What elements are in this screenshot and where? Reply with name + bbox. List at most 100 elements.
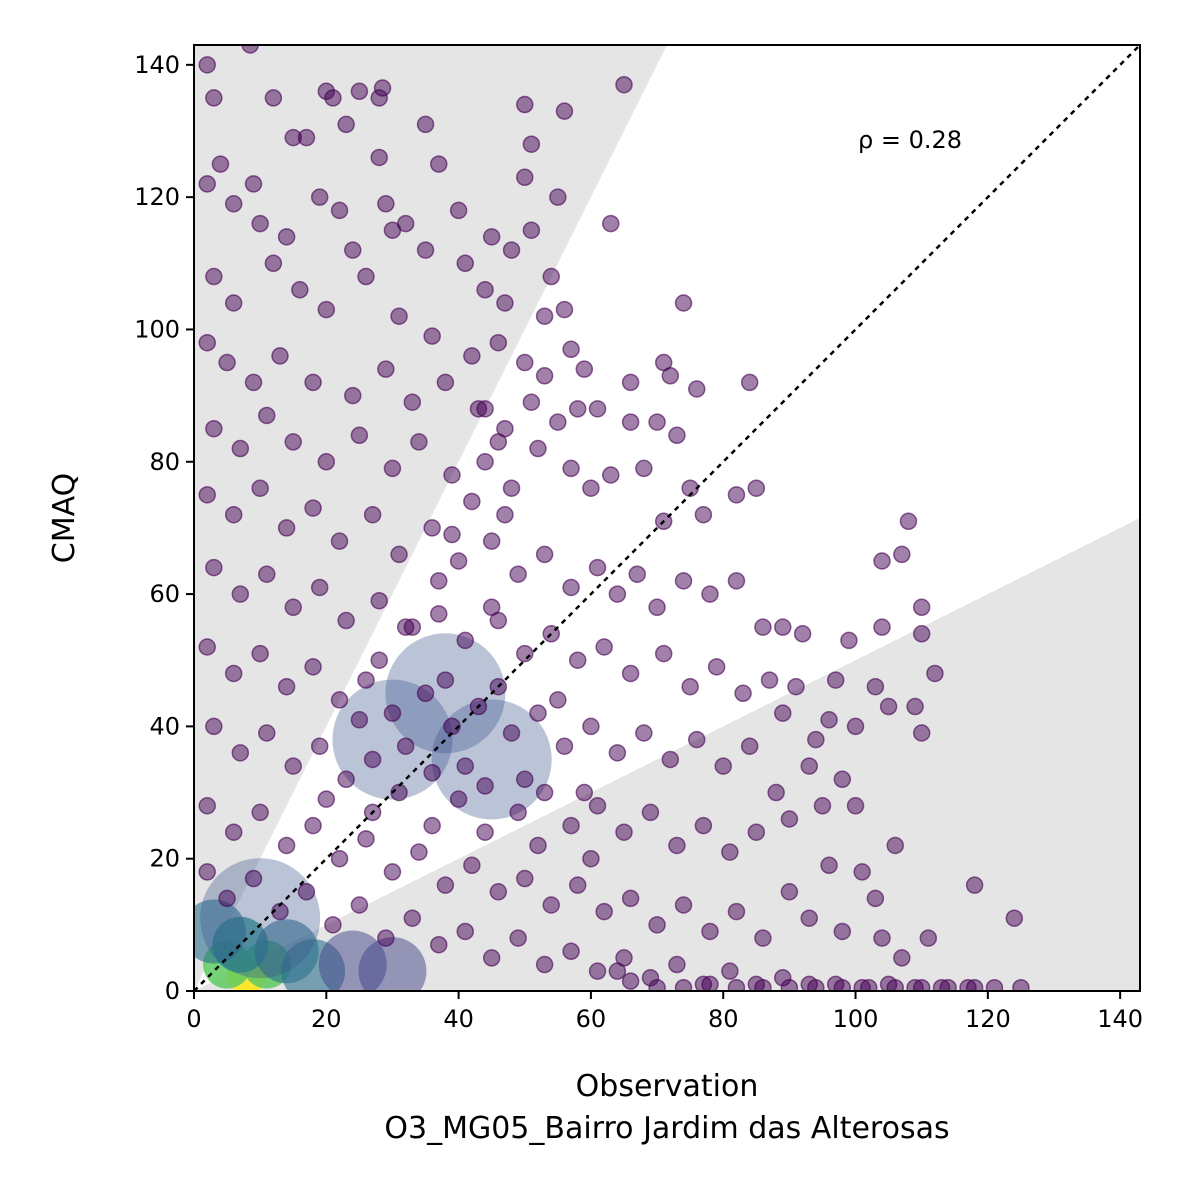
- data-point: [489, 433, 508, 451]
- data-point: [224, 505, 243, 524]
- data-point: [873, 618, 891, 636]
- data-point: [373, 79, 392, 97]
- x-axis: 0 20 40 60 80 100 120 140: [186, 991, 1143, 1033]
- data-point: [615, 823, 633, 841]
- x-tick-label: 120: [965, 1005, 1011, 1033]
- data-point: [482, 598, 501, 617]
- data-point: [403, 393, 422, 411]
- data-point: [873, 552, 891, 570]
- data-point: [674, 572, 693, 590]
- data-point: [198, 863, 216, 881]
- data-point: [1005, 909, 1024, 927]
- data-point: [383, 704, 402, 722]
- data-point: [774, 704, 792, 722]
- data-point: [661, 367, 680, 385]
- data-point: [621, 972, 640, 990]
- density-blob: [385, 633, 506, 754]
- data-point: [754, 618, 772, 636]
- data-point: [297, 128, 316, 147]
- data-point: [826, 671, 845, 689]
- data-point: [628, 565, 646, 583]
- data-point: [516, 869, 534, 888]
- data-point: [681, 677, 699, 696]
- data-point: [317, 300, 336, 319]
- y-tick-label: 60: [149, 580, 180, 608]
- data-point: [449, 552, 468, 570]
- data-point: [1012, 978, 1030, 991]
- data-point: [701, 585, 719, 603]
- data-point: [463, 856, 481, 875]
- data-point: [310, 737, 329, 755]
- data-point: [489, 883, 508, 901]
- data-point: [324, 916, 342, 934]
- data-point: [370, 651, 388, 669]
- data-point: [568, 651, 587, 669]
- data-point: [721, 962, 739, 980]
- data-point: [502, 241, 521, 259]
- data-point: [833, 978, 852, 991]
- data-point: [443, 525, 461, 544]
- data-point: [853, 863, 871, 881]
- data-point: [224, 823, 243, 841]
- data-point: [496, 505, 514, 524]
- data-point: [582, 849, 600, 868]
- data-point: [886, 836, 904, 855]
- density-blob: [200, 858, 321, 979]
- data-point: [740, 737, 759, 755]
- data-point: [549, 413, 567, 431]
- data-point: [363, 750, 382, 769]
- data-point: [251, 803, 269, 822]
- data-point: [304, 499, 322, 517]
- data-point: [529, 704, 547, 722]
- data-point: [443, 466, 461, 484]
- data-point: [476, 823, 494, 841]
- data-point: [588, 797, 607, 815]
- data-point: [860, 978, 878, 991]
- data-point: [231, 744, 250, 762]
- data-point: [621, 664, 640, 683]
- data-point: [912, 978, 931, 991]
- data-point: [641, 803, 660, 822]
- data-point: [258, 724, 276, 742]
- data-point: [258, 565, 276, 583]
- data-point: [965, 978, 984, 991]
- data-point: [218, 889, 236, 908]
- data-point: [310, 578, 329, 597]
- data-point: [476, 777, 494, 795]
- data-point: [866, 889, 885, 908]
- data-point: [482, 532, 501, 550]
- data-point: [271, 347, 289, 365]
- data-point: [277, 228, 296, 246]
- data-point: [377, 195, 395, 213]
- data-point: [555, 300, 574, 319]
- data-point: [833, 770, 852, 789]
- data-point: [231, 585, 250, 603]
- data-point: [423, 763, 441, 782]
- data-point: [370, 591, 388, 610]
- data-point: [615, 75, 633, 94]
- data-point: [595, 902, 613, 921]
- data-point: [456, 254, 474, 273]
- data-point: [277, 519, 296, 537]
- data-point: [595, 638, 613, 656]
- data-point: [476, 400, 494, 418]
- data-point: [198, 333, 216, 352]
- data-point: [793, 625, 812, 643]
- data-point: [701, 922, 719, 941]
- data-point: [800, 909, 818, 927]
- data-points: [198, 45, 1030, 991]
- data-point: [330, 849, 349, 868]
- data-point: [383, 459, 402, 478]
- data-point: [205, 419, 223, 438]
- data-point: [436, 373, 455, 392]
- data-point: [357, 671, 375, 689]
- y-axis-label: CMAQ: [47, 473, 82, 563]
- data-point: [516, 168, 534, 187]
- data-point: [198, 638, 216, 656]
- data-point: [430, 935, 448, 954]
- data-point: [350, 426, 369, 445]
- data-point: [787, 677, 805, 696]
- data-point: [608, 962, 627, 980]
- data-point: [780, 883, 799, 901]
- data-point: [648, 598, 666, 617]
